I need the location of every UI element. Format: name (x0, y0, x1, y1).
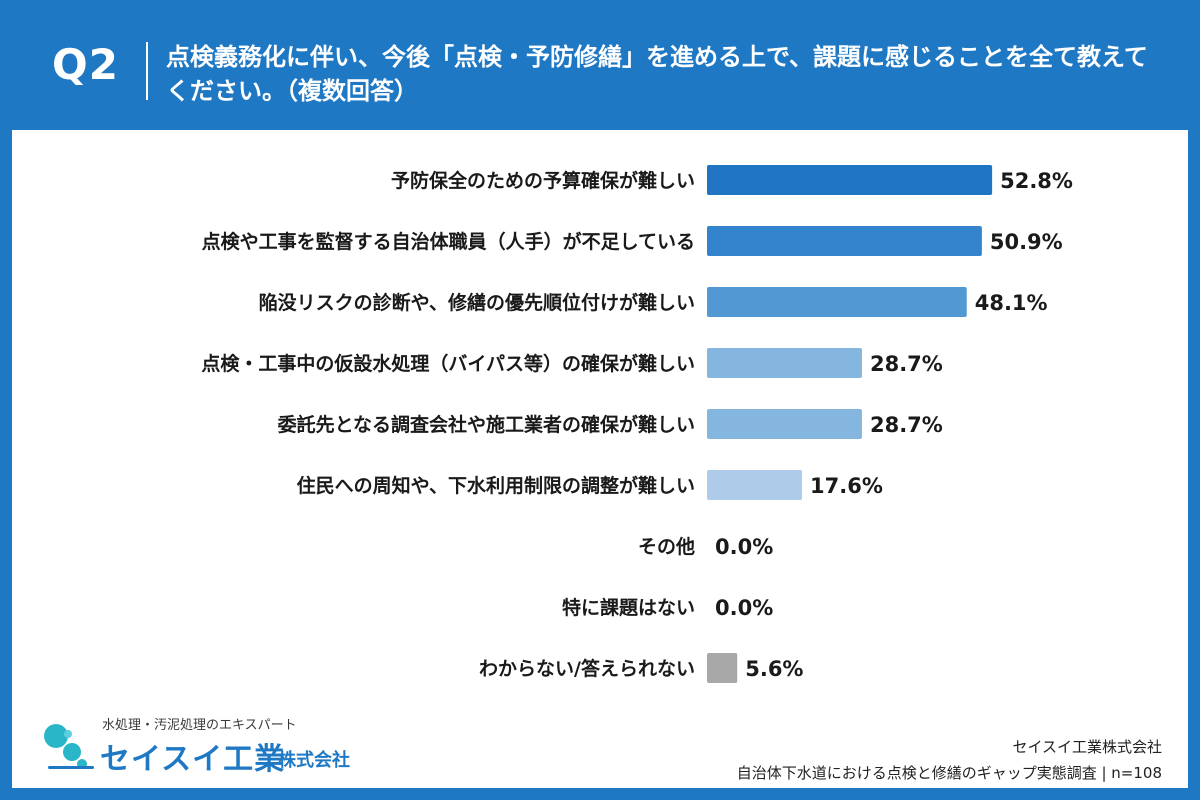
bar-chart: 予防保全のための予算確保が難しい 52.8% 点検や工事を監督する自治体職員（人手）… (201, 165, 1073, 683)
source-credit: セイスイ工業株式会社 自治体下水道における点検と修繕のギャップ実態調査 | n=… (737, 734, 1162, 786)
header: Q2 点検義務化に伴い、今後「点検・予防修繕」を進める上で、課題に感じることを全… (0, 0, 1200, 130)
bar (707, 287, 967, 317)
bar (707, 470, 803, 500)
question-number: Q2 (52, 40, 119, 89)
category-label: その他 (638, 535, 695, 558)
bar (707, 653, 738, 683)
category-label: 特に課題はない (562, 596, 695, 619)
chart-panel: 予防保全のための予算確保が難しい 52.8% 点検や工事を監督する自治体職員（人手）… (12, 130, 1188, 788)
bar (707, 226, 982, 256)
water-drops-logo-icon (44, 724, 94, 769)
value-label: 50.9% (990, 230, 1063, 254)
brand-tagline: 水処理・汚泥処理のエキスパート (102, 718, 297, 733)
value-label: 17.6% (810, 474, 883, 498)
brand-name: セイスイ工業 (100, 742, 286, 777)
value-label: 48.1% (975, 291, 1048, 315)
category-label: 住民への周知や、下水利用制限の調整が難しい (297, 474, 695, 497)
category-label: わからない/答えられない (479, 657, 695, 680)
value-label: 5.6% (745, 657, 803, 681)
header-divider (146, 42, 148, 100)
value-label: 52.8% (1000, 169, 1073, 193)
category-label: 点検・工事中の仮設水処理（バイパス等）の確保が難しい (201, 352, 695, 375)
bar (707, 409, 862, 439)
category-label: 陥没リスクの診断や、修繕の優先順位付けが難しい (259, 291, 695, 314)
value-label: 0.0% (715, 596, 773, 620)
credit-survey: 自治体下水道における点検と修繕のギャップ実態調査 | n=108 (736, 764, 1162, 782)
brand-suffix: 株式会社 (278, 750, 350, 771)
category-label: 点検や工事を監督する自治体職員（人手）が不足している (202, 230, 695, 253)
value-label: 28.7% (870, 413, 943, 437)
bar (707, 348, 862, 378)
value-label: 0.0% (715, 535, 773, 559)
value-label: 28.7% (870, 352, 943, 376)
question-title: 点検義務化に伴い、今後「点検・予防修繕」を進める上で、課題に感じることを全て教え… (166, 43, 1148, 105)
bar (707, 165, 993, 195)
credit-company: セイスイ工業株式会社 (1012, 738, 1162, 756)
brand-logo: 水処理・汚泥処理のエキスパート セイスイ工業 株式会社 (42, 710, 402, 780)
category-label: 委託先となる調査会社や施工業者の確保が難しい (277, 413, 695, 436)
category-label: 予防保全のための予算確保が難しい (391, 169, 695, 192)
